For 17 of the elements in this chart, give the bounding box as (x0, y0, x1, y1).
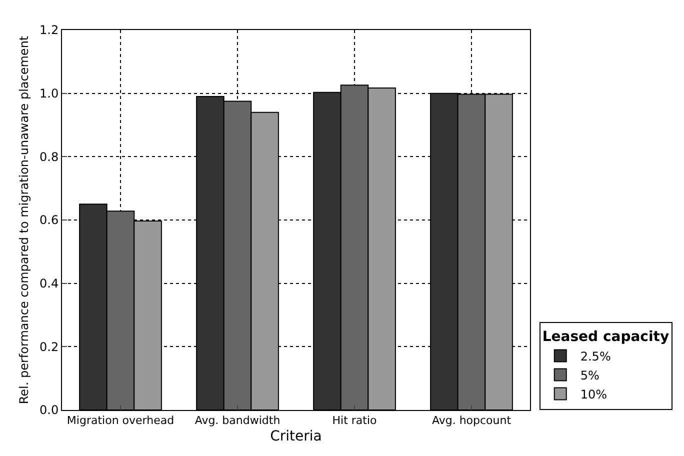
legend-label: 10% (580, 387, 608, 402)
x-tick-label: Hit ratio (332, 414, 378, 428)
x-tick-label: Migration overhead (66, 414, 174, 428)
y-tick-label: 0.0 (40, 403, 59, 418)
y-tick-label: 1.0 (40, 86, 59, 101)
y-tick-label: 0.6 (40, 213, 59, 228)
x-tick-label: Avg. hopcount (432, 414, 512, 428)
y-tick-label: 1.2 (40, 23, 59, 38)
y-tick-label: 0.4 (40, 276, 59, 291)
legend-title: Leased capacity (542, 329, 670, 346)
legend-label: 5% (580, 368, 600, 382)
x-axis-title: Criteria (270, 428, 322, 444)
y-tick-label: 0.8 (40, 150, 59, 164)
y-tick-label: 0.2 (40, 340, 59, 354)
y-axis-title: Rel. performance compared to migration-unaware placement (17, 36, 31, 404)
legend-label: 2.5% (580, 349, 611, 364)
x-tick-label: Avg. bandwidth (194, 414, 280, 428)
